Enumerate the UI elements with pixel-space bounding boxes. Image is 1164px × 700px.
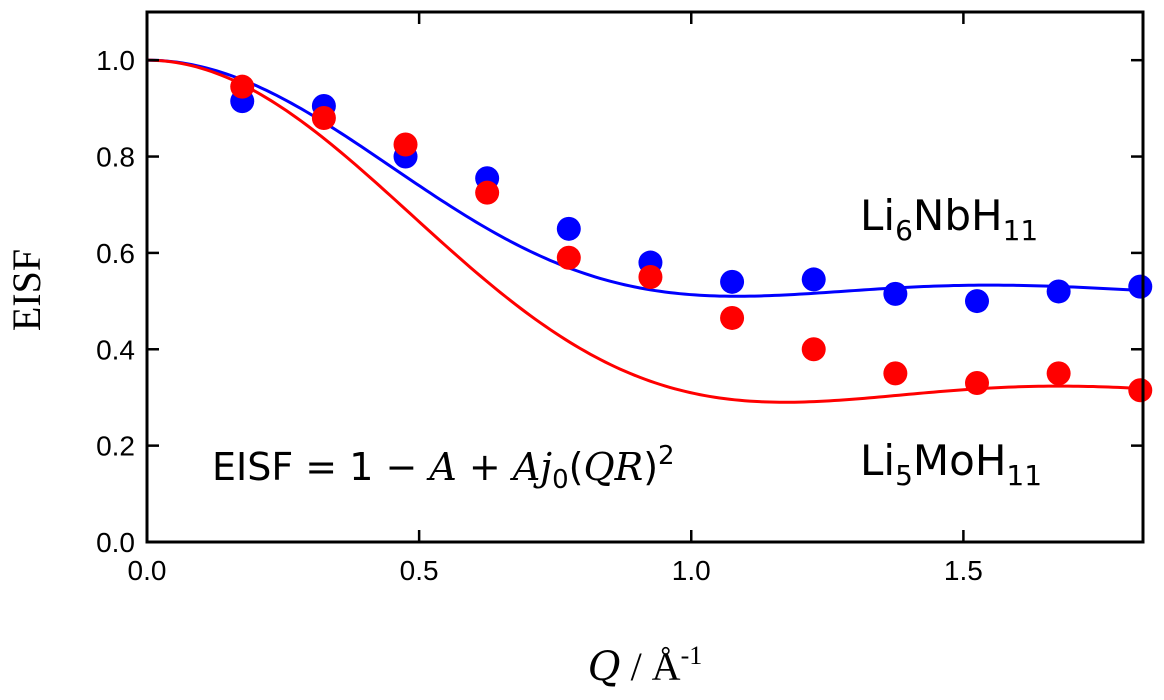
data-point-series-1 — [965, 371, 989, 395]
tick-labels: 0.0 0.5 1.0 1.5 0.0 0.2 0.4 0.6 0.8 1.0 — [96, 45, 983, 586]
data-point-series-1 — [801, 337, 826, 362]
equation-close: ) — [643, 445, 658, 489]
axis-ticks — [145, 12, 1143, 544]
data-point-series-1 — [1046, 361, 1071, 386]
data-points — [230, 74, 1153, 403]
y-tick-label: 1.0 — [96, 45, 135, 76]
equation-sub: 0 — [552, 465, 569, 495]
y-tick-label: 0.2 — [96, 431, 135, 462]
eisf-equation: EISF = 1 − A + Aj0(QR)2 — [212, 441, 675, 495]
data-point-series-1 — [230, 74, 255, 99]
data-point-series-1 — [638, 265, 663, 289]
equation-a1: A — [426, 445, 456, 489]
x-axis-symbol: Q — [588, 644, 621, 690]
data-point-series-0 — [801, 267, 826, 292]
series-label-el2: MoH — [913, 436, 1007, 485]
x-axis-exponent: -1 — [681, 641, 703, 670]
y-tick-label: 0.4 — [96, 334, 135, 365]
equation-plus: + — [457, 445, 513, 489]
series-label-sub2: 11 — [1006, 459, 1042, 492]
equation-open: ( — [569, 445, 584, 489]
data-point-series-0 — [720, 269, 745, 294]
data-point-series-1 — [1128, 378, 1153, 403]
series-label-el1: Li — [860, 436, 895, 485]
x-axis-unit: / Å — [621, 644, 681, 689]
series-label-el2: NbH — [913, 191, 1003, 240]
data-point-series-1 — [393, 132, 418, 157]
data-point-series-0 — [1046, 279, 1071, 304]
y-tick-label: 0.6 — [96, 238, 135, 269]
series-label-el1: Li — [860, 191, 895, 240]
x-tick-label: 1.5 — [944, 555, 983, 586]
series-label-li6nbh11: Li6NbH11 — [860, 191, 1038, 247]
x-tick-label: 0.0 — [128, 555, 167, 586]
equation-qr: QR — [583, 445, 643, 489]
data-point-series-0 — [1128, 274, 1153, 299]
data-point-series-1 — [475, 180, 500, 205]
data-point-series-0 — [965, 289, 989, 314]
data-point-series-1 — [883, 361, 908, 386]
y-tick-label: 0.8 — [96, 142, 135, 173]
x-tick-label: 0.5 — [400, 555, 439, 586]
data-point-series-0 — [556, 216, 581, 241]
y-tick-label: 0.0 — [96, 527, 135, 558]
x-tick-label: 1.0 — [672, 555, 711, 586]
series-label-li5moh11: Li5MoH11 — [860, 436, 1042, 492]
plot-area — [146, 58, 1153, 404]
data-point-series-0 — [883, 281, 908, 306]
data-point-series-1 — [556, 245, 581, 270]
equation-a2: A — [510, 445, 540, 489]
data-point-series-1 — [311, 106, 336, 130]
plot-frame — [145, 10, 1145, 544]
series-label-sub2: 11 — [1003, 214, 1039, 247]
equation-left: EISF = 1 − — [212, 445, 429, 489]
series-label-sub1: 5 — [895, 459, 913, 492]
y-axis-title: EISF — [4, 249, 49, 331]
x-axis-title: Q / Å-1 — [588, 641, 702, 690]
data-point-series-1 — [720, 305, 745, 330]
equation-sup: 2 — [658, 441, 675, 471]
series-label-sub1: 6 — [895, 214, 913, 247]
